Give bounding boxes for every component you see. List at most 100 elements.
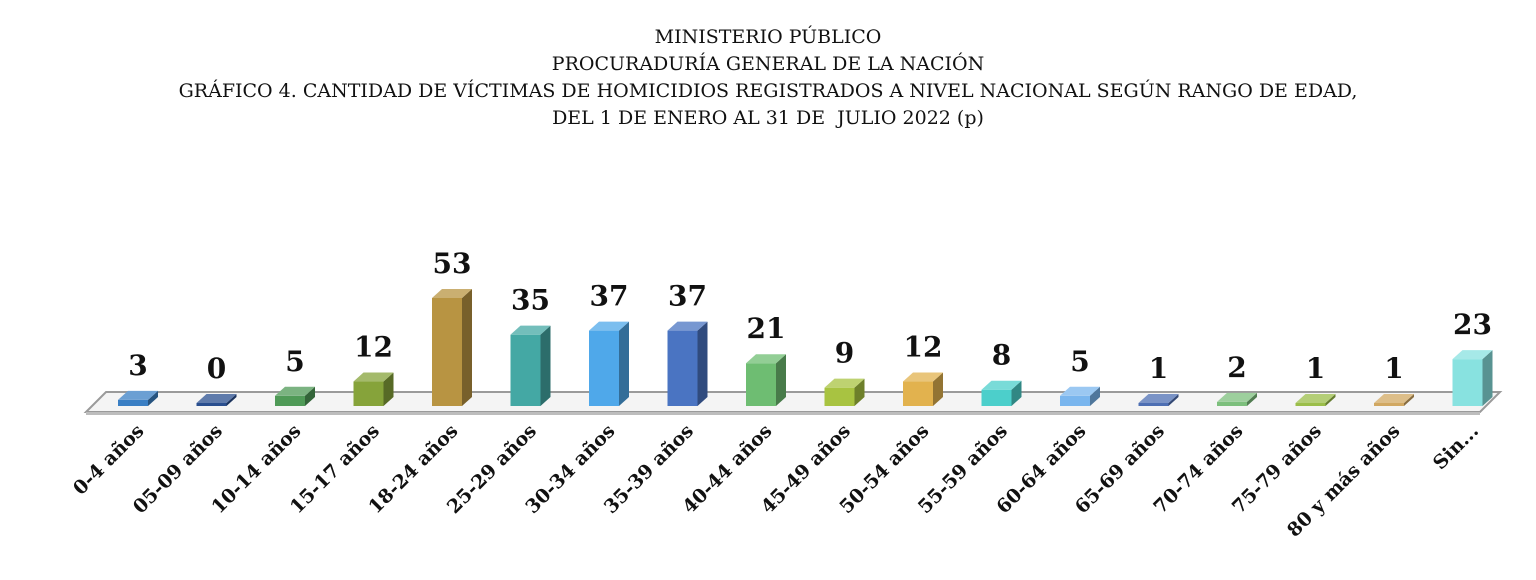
bar-front-13 [1138, 403, 1169, 406]
bar-top-9 [824, 378, 865, 388]
data-label-9: 9 [835, 337, 854, 370]
bar-side-7 [697, 321, 708, 406]
bar-top-0 [118, 390, 158, 400]
bar-front-7 [667, 330, 698, 406]
bar-top-16 [1374, 394, 1414, 403]
title-line-4: DEL 1 DE ENERO AL 31 DE JULIO 2022 (p) [552, 107, 984, 129]
bar-front-5 [510, 334, 541, 406]
bar-front-4 [432, 298, 462, 406]
bar-top-11 [981, 380, 1022, 390]
bar-side-8 [776, 354, 786, 406]
category-label-17: Sin... [1429, 420, 1483, 474]
bar-top-17 [1452, 350, 1493, 360]
bar-top-2 [275, 386, 315, 396]
bar-4 [432, 289, 472, 406]
data-label-12: 5 [1070, 345, 1089, 378]
bar-top-10 [903, 372, 943, 382]
title-line-3: GRÁFICO 4. CANTIDAD DE VÍCTIMAS DE HOMIC… [178, 80, 1358, 102]
bar-6 [589, 321, 629, 406]
bar-top-8 [746, 354, 786, 364]
bar-front-3 [353, 381, 384, 406]
bar-7 [667, 321, 708, 406]
data-label-2: 5 [285, 345, 304, 378]
bar-side-4 [462, 289, 472, 406]
bar-side-17 [1482, 350, 1493, 406]
data-label-6: 37 [590, 280, 629, 313]
data-label-5: 35 [511, 284, 550, 317]
bar-front-12 [1060, 395, 1090, 406]
bar-top-15 [1295, 394, 1336, 403]
bar-8 [746, 354, 786, 406]
bar-front-15 [1295, 403, 1326, 406]
data-label-0: 3 [128, 349, 147, 382]
bar-9 [824, 378, 865, 406]
data-label-16: 1 [1384, 352, 1403, 385]
bar-side-10 [933, 372, 943, 406]
bar-front-10 [903, 381, 933, 406]
bar-0 [118, 390, 158, 406]
data-label-15: 1 [1306, 352, 1325, 385]
bar-1 [196, 394, 237, 406]
bar-front-6 [589, 330, 619, 406]
title-line-1: MINISTERIO PÚBLICO [654, 26, 882, 48]
bar-10 [903, 372, 943, 406]
bar-front-14 [1217, 401, 1247, 406]
bar-side-1 [226, 394, 237, 406]
bar-3 [353, 372, 394, 406]
bar-front-2 [275, 395, 305, 406]
bar-side-0 [148, 390, 158, 406]
data-label-8: 21 [747, 312, 786, 345]
data-label-1: 0 [207, 352, 226, 385]
bar-side-9 [854, 378, 865, 406]
data-label-13: 1 [1149, 352, 1168, 385]
chart-floor-edge [86, 412, 1480, 415]
data-label-10: 12 [904, 331, 943, 364]
bar-17 [1452, 350, 1493, 406]
bar-top-13 [1138, 394, 1179, 403]
bar-top-6 [589, 321, 629, 331]
bar-top-4 [432, 289, 472, 298]
data-label-11: 8 [992, 339, 1011, 372]
bar-front-8 [746, 363, 776, 406]
bar-11 [981, 380, 1022, 406]
bar-13 [1138, 394, 1179, 406]
bar-side-14 [1247, 392, 1257, 406]
data-label-17: 23 [1453, 308, 1492, 341]
bar-top-14 [1217, 392, 1257, 402]
bar-front-1 [196, 403, 227, 406]
bar-side-16 [1404, 394, 1414, 406]
bar-15 [1295, 394, 1336, 406]
bar-front-16 [1374, 403, 1404, 406]
bar-front-11 [981, 389, 1012, 406]
bar-side-3 [383, 372, 394, 406]
bar-side-12 [1090, 386, 1100, 406]
bar-side-15 [1325, 394, 1336, 406]
bar-top-5 [510, 325, 551, 335]
chart-title: MINISTERIO PÚBLICO PROCURADURÍA GENERAL … [0, 24, 1536, 132]
data-label-3: 12 [354, 331, 393, 364]
bar-front-9 [824, 387, 855, 406]
title-line-2: PROCURADURÍA GENERAL DE LA NACIÓN [551, 53, 985, 75]
bar-side-6 [619, 321, 629, 406]
data-label-4: 53 [433, 247, 472, 280]
bar-top-1 [196, 394, 237, 403]
bar-16 [1374, 394, 1414, 406]
bar-side-13 [1168, 394, 1179, 406]
bar-top-3 [353, 372, 394, 382]
bar-top-12 [1060, 386, 1100, 396]
bar-side-11 [1011, 380, 1022, 406]
bar-5 [510, 325, 551, 406]
bar-14 [1217, 392, 1257, 406]
bar-front-17 [1452, 359, 1483, 406]
bar-side-2 [305, 386, 315, 406]
bar-2 [275, 386, 315, 406]
data-label-14: 2 [1227, 351, 1246, 384]
bar-front-0 [118, 399, 148, 406]
bar-side-5 [540, 325, 551, 406]
data-label-7: 37 [668, 280, 707, 313]
category-label-0: 0-4 años [69, 420, 149, 500]
bar-12 [1060, 386, 1100, 406]
bar-top-7 [667, 321, 708, 331]
